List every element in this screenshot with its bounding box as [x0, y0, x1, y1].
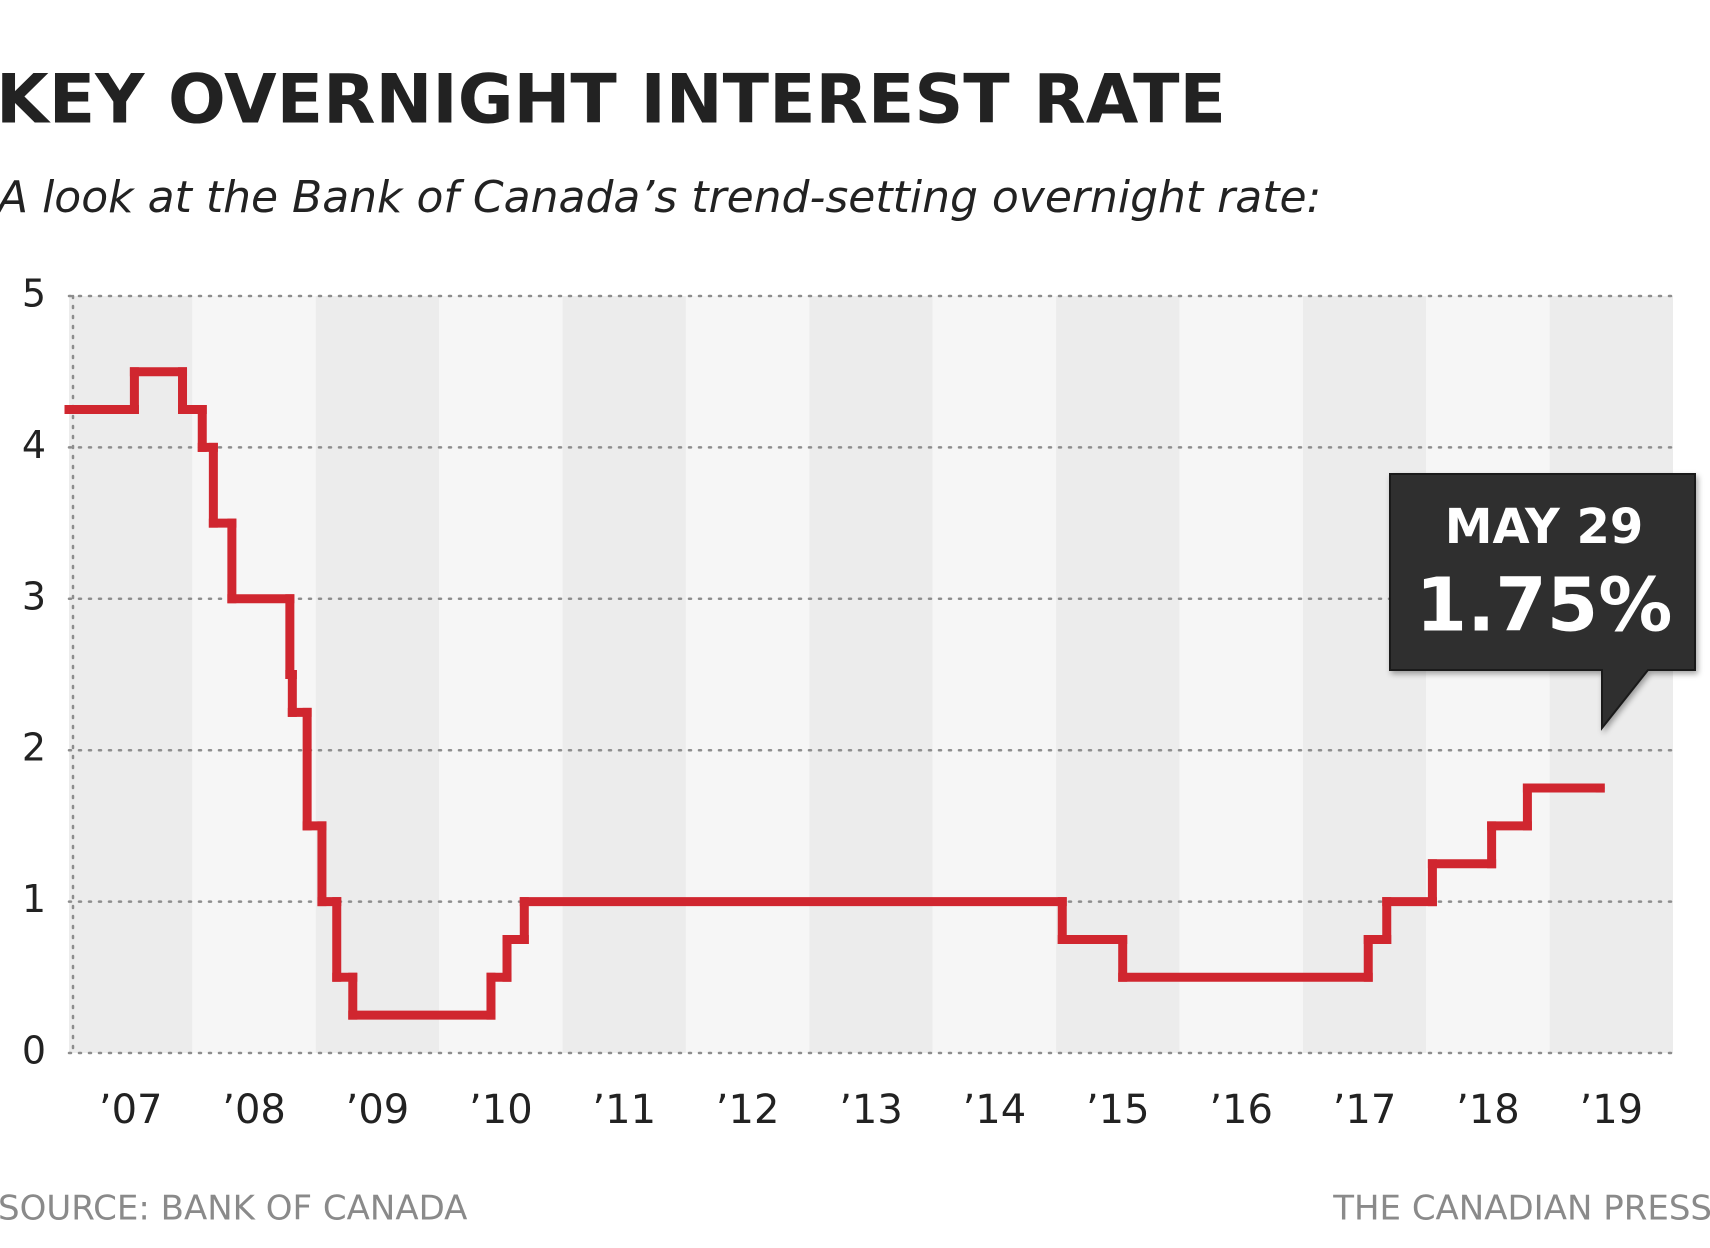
x-tick-label: ’12 [716, 1087, 780, 1133]
year-band [932, 296, 1057, 1053]
x-tick-label: ’16 [1209, 1087, 1273, 1133]
x-tick-label: ’07 [99, 1087, 163, 1133]
credit: THE CANADIAN PRESS [1332, 1189, 1710, 1229]
x-tick-label: ’18 [1456, 1087, 1520, 1133]
y-tick-label: 3 [22, 574, 46, 618]
x-tick-label: ’09 [346, 1087, 410, 1133]
year-band [192, 296, 316, 1053]
year-band [1426, 296, 1550, 1053]
y-tick-label: 0 [22, 1029, 46, 1073]
year-band [439, 296, 563, 1053]
year-band [685, 296, 810, 1053]
x-tick-label: ’08 [222, 1087, 286, 1133]
x-tick-label: ’17 [1333, 1087, 1397, 1133]
y-tick-label: 2 [22, 726, 46, 770]
year-band [1056, 296, 1180, 1053]
x-tick-label: ’15 [1086, 1087, 1150, 1133]
year-band [562, 296, 686, 1053]
x-tick-label: ’11 [592, 1087, 656, 1133]
source: SOURCE: BANK OF CANADA [0, 1189, 467, 1229]
year-band [69, 296, 193, 1053]
y-tick-label: 4 [22, 423, 46, 467]
y-tick-label: 5 [22, 272, 46, 316]
x-tick-label: ’19 [1579, 1087, 1643, 1133]
year-band [1302, 296, 1427, 1053]
chart-subtitle: A look at the Bank of Canada’s trend-set… [0, 172, 1321, 223]
x-tick-label: ’13 [839, 1087, 903, 1133]
callout-date: MAY 29 [1445, 499, 1644, 555]
year-bands [69, 296, 1673, 1053]
x-tick-label: ’10 [469, 1087, 533, 1133]
chart-title: KEY OVERNIGHT INTEREST RATE [0, 61, 1226, 140]
y-tick-label: 1 [22, 877, 46, 921]
callout-box [1389, 473, 1696, 731]
year-band [1179, 296, 1303, 1053]
year-band [809, 296, 933, 1053]
end-point [1595, 783, 1605, 793]
x-tick-label: ’14 [963, 1087, 1027, 1133]
callout-value: 1.75% [1416, 563, 1673, 649]
